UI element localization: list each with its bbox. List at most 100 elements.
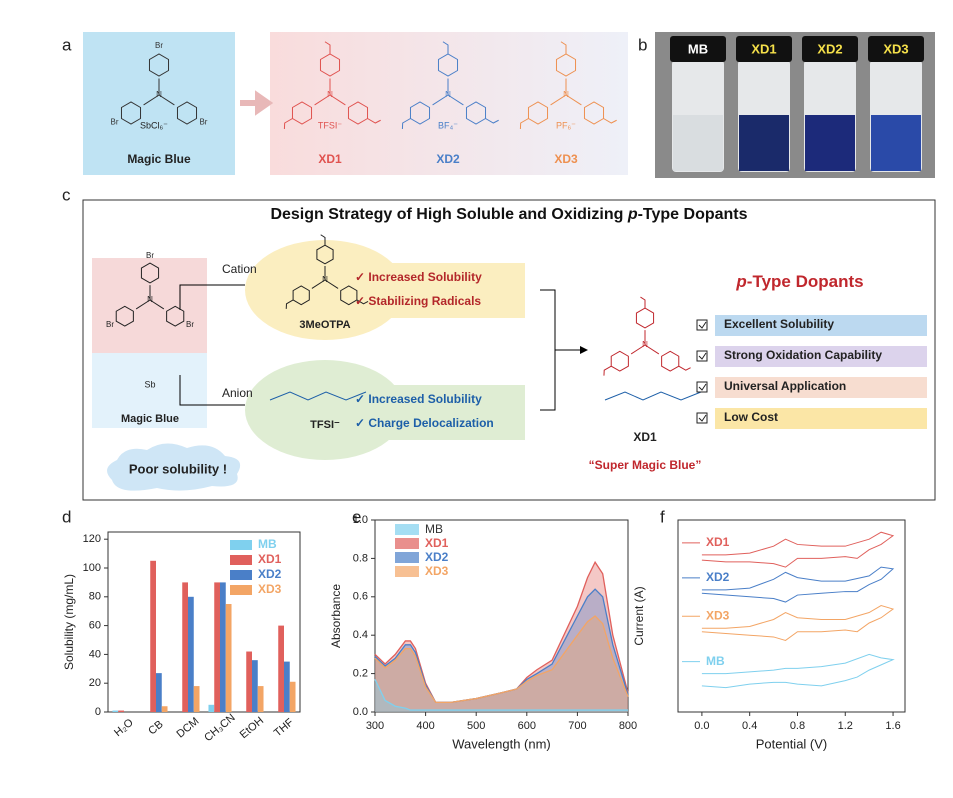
heading-part: -Type Dopants (747, 272, 864, 291)
methoxy (401, 118, 411, 130)
legend-label: MB (258, 537, 277, 551)
feature-box (715, 315, 927, 336)
ring (115, 305, 134, 327)
feature-box (715, 346, 927, 367)
legend-swatch (230, 585, 252, 595)
x-tick-label: 500 (467, 720, 485, 732)
legend-swatch (395, 538, 419, 549)
ring (140, 262, 160, 284)
substituent: Br (155, 41, 163, 50)
bar (150, 560, 156, 712)
ring (166, 305, 185, 327)
label: XD1 (633, 430, 657, 444)
methoxy (320, 234, 326, 246)
line (374, 615, 629, 704)
bond (158, 94, 175, 106)
bond (324, 279, 339, 289)
vial-label: XD2 (817, 41, 842, 56)
checkbox (696, 381, 708, 393)
cap (802, 36, 858, 62)
cap (868, 36, 924, 62)
y-tick-label: 0 (95, 706, 101, 718)
methoxy (603, 118, 617, 124)
bond (311, 279, 326, 289)
bond (565, 94, 582, 106)
area (375, 679, 628, 712)
bond (432, 94, 449, 106)
compound-name: XD3 (554, 152, 578, 166)
methoxy (603, 365, 612, 376)
legend-label: XD3 (706, 608, 730, 622)
ring (319, 53, 341, 77)
y-tick-label: 0.0 (353, 706, 368, 718)
panel-label: a (62, 35, 72, 54)
tfsi (269, 391, 367, 401)
nitrogen: N (156, 90, 162, 99)
bond (143, 94, 160, 106)
ring (292, 285, 310, 306)
bar (208, 704, 215, 712)
nitrogen: N (642, 340, 648, 349)
methoxy (560, 41, 567, 54)
bar (278, 625, 284, 712)
dopants-heading: p-Type Dopants (735, 272, 863, 291)
legend-label: MB (425, 522, 443, 536)
legend-label: XD1 (706, 535, 730, 549)
ring (316, 244, 334, 265)
legend-swatch (395, 524, 419, 535)
ring (555, 53, 577, 77)
plot-frame (677, 519, 906, 713)
y-axis-label: Current (A) (632, 586, 646, 645)
property: ✓ Stabilizing Radicals (355, 294, 481, 308)
bond (329, 94, 346, 106)
line (374, 679, 628, 711)
bar (284, 661, 290, 712)
cap (670, 36, 726, 62)
bond (550, 94, 567, 106)
label: TFSI⁻ (310, 419, 340, 431)
title-part: p (627, 206, 638, 223)
anion-props-box (345, 385, 525, 440)
vial-label: XD3 (883, 41, 908, 56)
label: TFSI⁻ (318, 120, 342, 130)
strategy-box (82, 199, 936, 501)
ring (291, 101, 313, 125)
legend-label: XD2 (258, 567, 282, 581)
area (375, 589, 628, 712)
anion-box (92, 353, 207, 428)
property: ✓ Charge Delocalization (355, 416, 494, 430)
sbcl6: Sb (144, 379, 155, 389)
bar (118, 710, 124, 712)
y-tick-label: 20 (89, 677, 101, 689)
methoxy (356, 299, 369, 305)
bar (246, 651, 252, 712)
x-tick-label: 700 (568, 720, 586, 732)
methoxy (285, 299, 294, 309)
feature-box (715, 377, 927, 398)
substituent: Br (111, 118, 119, 127)
bar (225, 604, 232, 712)
bar (289, 681, 296, 712)
vial-label: MB (688, 41, 708, 56)
arrow (240, 90, 274, 116)
bar (161, 706, 168, 712)
bar (193, 686, 200, 712)
cv-curve (701, 566, 895, 603)
bar (156, 673, 162, 712)
ring (635, 307, 655, 329)
ring (176, 101, 198, 125)
label: PF₆⁻ (556, 120, 576, 130)
x-tick-label: 600 (518, 720, 536, 732)
legend-label: XD2 (706, 570, 730, 584)
title-part: -Type Dopants (638, 206, 748, 223)
legend-label: XD3 (258, 582, 282, 596)
x-tick-label: 0.0 (694, 720, 709, 732)
area (375, 562, 628, 712)
methoxy (442, 41, 449, 54)
substituent: Br (186, 320, 194, 329)
magic-blue-box (83, 32, 235, 175)
nitrogen: N (445, 90, 451, 99)
label: 3MeOTPA (299, 319, 350, 331)
liquid (871, 115, 921, 171)
cv-curve (701, 604, 895, 641)
